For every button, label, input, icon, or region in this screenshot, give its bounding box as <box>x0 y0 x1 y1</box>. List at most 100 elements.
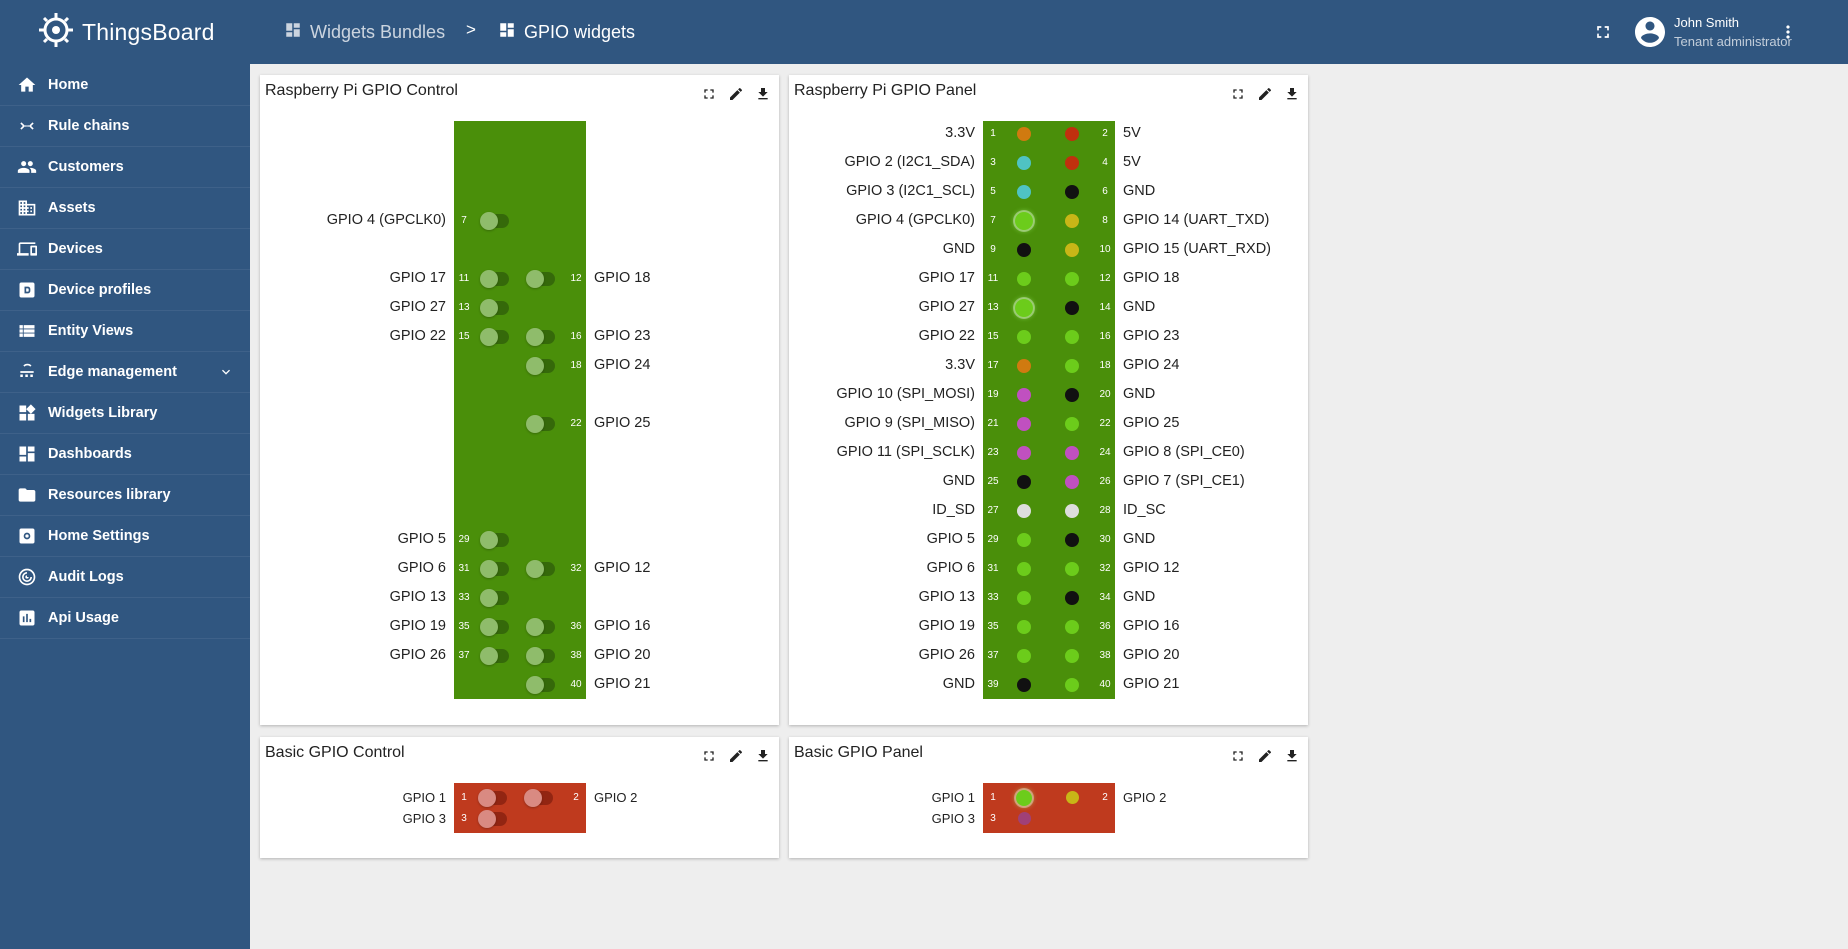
sidebar-item-dashboards[interactable]: Dashboards <box>0 434 250 475</box>
gpio-toggle[interactable] <box>524 789 553 807</box>
sidebar-item-entity-views[interactable]: Entity Views <box>0 311 250 352</box>
gpio-toggle[interactable] <box>480 212 509 230</box>
pin-label: GND <box>942 676 975 692</box>
gpio-toggle[interactable] <box>478 789 507 807</box>
download-icon[interactable] <box>755 748 771 764</box>
pin-number: 25 <box>987 476 999 487</box>
gpio-led <box>1016 789 1032 806</box>
pin-number: 28 <box>1099 505 1111 516</box>
pin-number: 15 <box>987 331 999 342</box>
sidebar-item-api-usage[interactable]: Api Usage <box>0 598 250 639</box>
gpio-led <box>1065 590 1079 605</box>
gpio-toggle[interactable] <box>478 810 507 828</box>
sidebar-item-resources-library[interactable]: Resources library <box>0 475 250 516</box>
sidebar-item-home[interactable]: Home <box>0 65 250 106</box>
pin-number: 12 <box>1099 273 1111 284</box>
logo[interactable]: ThingsBoard <box>36 12 215 52</box>
gpio-toggle[interactable] <box>526 270 555 288</box>
pin-label: GPIO 16 <box>1123 618 1180 634</box>
breadcrumb-current: GPIO widgets <box>498 21 635 44</box>
gpio-toggle[interactable] <box>480 647 509 665</box>
pin-number: 29 <box>987 534 999 545</box>
pin-number: 17 <box>987 360 999 371</box>
gpio-led <box>1015 211 1033 230</box>
download-icon[interactable] <box>1284 86 1300 102</box>
gpio-toggle[interactable] <box>480 270 509 288</box>
download-icon[interactable] <box>1284 748 1300 764</box>
gpio-led <box>1065 619 1079 634</box>
fullscreen-icon[interactable] <box>701 748 717 764</box>
sidebar-item-widgets-library[interactable]: Widgets Library <box>0 393 250 434</box>
pin-label: GPIO 24 <box>594 357 651 373</box>
pin-label: GPIO 22 <box>389 328 446 344</box>
pin-number: 8 <box>1102 215 1108 226</box>
gpio-toggle[interactable] <box>526 618 555 636</box>
download-icon[interactable] <box>755 86 771 102</box>
sidebar-item-customers[interactable]: Customers <box>0 147 250 188</box>
gpio-toggle[interactable] <box>526 647 555 665</box>
gpio-led <box>1017 474 1031 489</box>
sidebar-item-device-profiles[interactable]: Device profiles <box>0 270 250 311</box>
edit-icon[interactable] <box>728 748 744 764</box>
folder-icon <box>16 484 38 506</box>
sidebar-item-devices[interactable]: Devices <box>0 229 250 270</box>
pin-label: GPIO 23 <box>594 328 651 344</box>
pin-label: GPIO 26 <box>389 647 446 663</box>
edit-icon[interactable] <box>1257 86 1273 102</box>
breadcrumb-parent-label: Widgets Bundles <box>310 22 446 42</box>
pin-label: GPIO 26 <box>918 647 975 663</box>
pin-number: 9 <box>990 244 996 255</box>
gpio-toggle[interactable] <box>480 560 509 578</box>
edit-icon[interactable] <box>728 86 744 102</box>
edit-icon[interactable] <box>1257 748 1273 764</box>
sidebar-item-edge-management[interactable]: Edge management <box>0 352 250 393</box>
chevron-down-icon[interactable] <box>218 364 234 384</box>
gpio-toggle[interactable] <box>480 531 509 549</box>
user-avatar-icon[interactable] <box>1632 14 1668 55</box>
entity-views-icon <box>16 320 38 342</box>
pin-label: GND <box>1123 386 1156 402</box>
gpio-toggle[interactable] <box>480 618 509 636</box>
sidebar-item-rule-chains[interactable]: Rule chains <box>0 106 250 147</box>
gpio-led <box>1017 387 1031 402</box>
sidebar-item-audit-logs[interactable]: Audit Logs <box>0 557 250 598</box>
sidebar-item-assets[interactable]: Assets <box>0 188 250 229</box>
pin-number: 11 <box>987 273 999 284</box>
gpio-toggle[interactable] <box>526 415 555 433</box>
sidebar-item-label: Audit Logs <box>48 569 124 585</box>
gpio-toggle[interactable] <box>526 676 555 694</box>
more-vert-icon[interactable] <box>1778 22 1798 47</box>
gpio-led <box>1065 242 1079 257</box>
gpio-board: 1 3.3V 2 5V 3 GPIO 2 (I2C1_SDA) 4 5V 5 GPIO 3 (I2… <box>836 121 1271 699</box>
pin-number: 40 <box>1099 679 1111 690</box>
gpio-toggle[interactable] <box>526 357 555 375</box>
pin-label: GPIO 22 <box>918 328 975 344</box>
breadcrumb-separator: > <box>466 20 476 39</box>
pin-number: 16 <box>1099 331 1111 342</box>
gpio-toggle[interactable] <box>526 328 555 346</box>
widget-gpio-control: Raspberry Pi GPIO Control 7 GPIO 4 (GPCLK… <box>260 75 779 725</box>
gpio-toggle[interactable] <box>480 589 509 607</box>
sidebar-item-label: Home <box>48 77 89 93</box>
sidebar-item-label: Assets <box>48 200 96 216</box>
gpio-toggle[interactable] <box>526 560 555 578</box>
pin-label: GPIO 11 (SPI_SCLK) <box>836 444 975 460</box>
fullscreen-icon[interactable] <box>1230 748 1246 764</box>
pin-number: 10 <box>1099 244 1111 255</box>
settings-icon <box>16 525 38 547</box>
sidebar-item-label: Customers <box>48 159 124 175</box>
pin-label: GPIO 15 (UART_RXD) <box>1123 241 1271 257</box>
gpio-toggle[interactable] <box>480 328 509 346</box>
fullscreen-icon[interactable] <box>701 86 717 102</box>
gpio-led <box>1065 503 1079 518</box>
pin-label: GPIO 20 <box>594 647 651 663</box>
fullscreen-icon[interactable] <box>1593 22 1613 47</box>
pin-label: GND <box>1123 299 1156 315</box>
gpio-toggle[interactable] <box>480 299 509 317</box>
sidebar-item-home-settings[interactable]: Home Settings <box>0 516 250 557</box>
breadcrumb-widgets-bundles[interactable]: Widgets Bundles <box>284 21 445 44</box>
home-icon <box>16 74 38 96</box>
pin-label: GPIO 19 <box>918 618 975 634</box>
fullscreen-icon[interactable] <box>1230 86 1246 102</box>
pin-number: 35 <box>458 621 470 632</box>
